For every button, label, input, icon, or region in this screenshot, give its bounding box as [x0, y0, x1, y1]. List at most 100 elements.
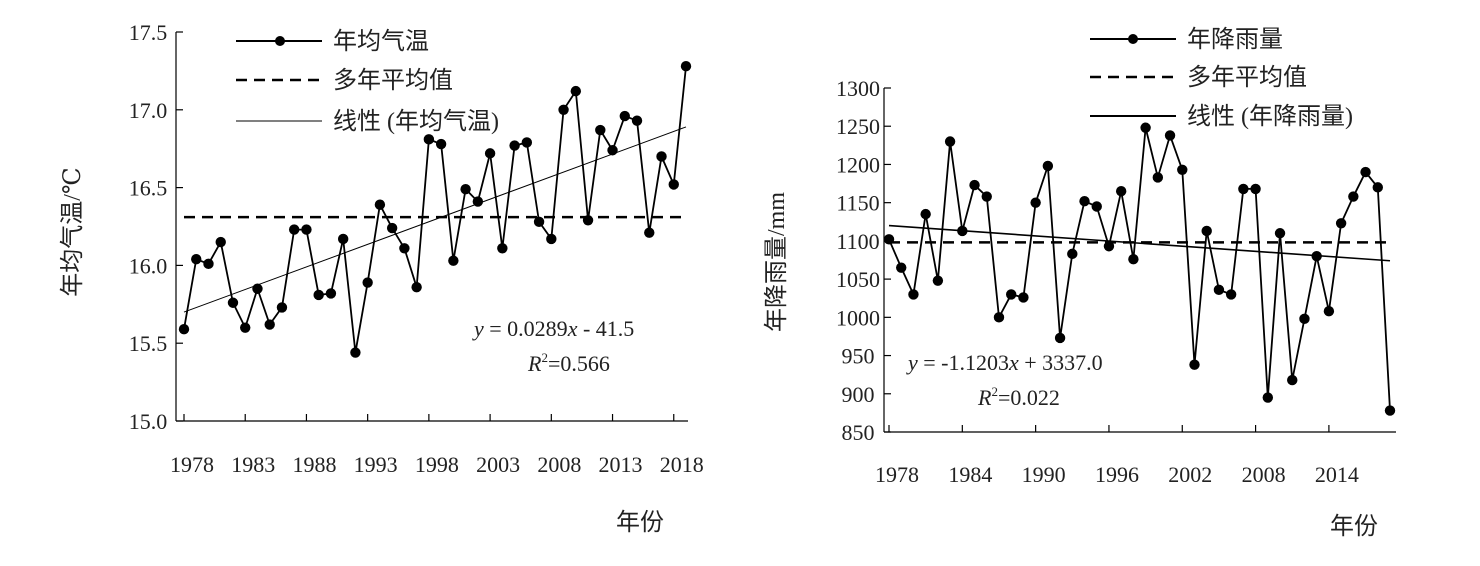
data-point [215, 236, 226, 248]
y-axis-label: 年降雨量/mm [763, 192, 790, 332]
y-tick-label: 1000 [836, 305, 880, 330]
y-tick-label: 17.5 [129, 20, 168, 45]
data-point [957, 225, 968, 237]
x-tick-label: 1990 [1022, 462, 1066, 487]
r-squared: R2=0.566 [527, 350, 610, 376]
r2-value: =0.566 [548, 351, 610, 376]
legend-label-mean: 多年平均值 [333, 67, 453, 94]
data-point [619, 110, 630, 122]
legend-label-series: 年降雨量 [1187, 26, 1283, 53]
data-point [1384, 405, 1396, 416]
eq-y-var: y [472, 316, 484, 341]
data-point [932, 275, 944, 286]
data-point [497, 243, 508, 254]
x-tick-label: 2014 [1315, 462, 1359, 487]
data-point [521, 137, 533, 148]
r2-r: R [527, 351, 542, 376]
data-point [460, 183, 471, 195]
data-point [1348, 191, 1359, 202]
x-tick-label: 1978 [875, 462, 919, 487]
data-point [337, 233, 349, 245]
legend-label-trend: 线性 (年均气温) [333, 108, 499, 135]
legend-marker [275, 36, 285, 46]
data-point [1067, 248, 1078, 260]
data-point [1262, 392, 1274, 403]
data-point [993, 312, 1005, 323]
data-point [1323, 306, 1335, 317]
y-tick-label: 900 [842, 382, 875, 407]
x-tick-label: 2008 [1242, 462, 1286, 487]
data-point [546, 233, 557, 245]
eq-tail: - 41.5 [577, 316, 634, 341]
x-tick-label: 1978 [170, 452, 214, 477]
eq-x-var: x [1008, 350, 1019, 375]
y-tick-label: 16.5 [129, 176, 168, 201]
data-point [252, 283, 263, 294]
data-point [1115, 186, 1127, 197]
data-point [203, 258, 214, 270]
data-point [1201, 225, 1212, 237]
eq-text: = 0.0289 [484, 316, 568, 341]
y-tick-label: 1050 [836, 267, 880, 292]
y-tick-label: 850 [842, 420, 875, 445]
data-point [1091, 201, 1102, 212]
data-point [1274, 228, 1286, 239]
data-point [448, 255, 459, 266]
data-point [595, 124, 606, 136]
y-tick-label: 1300 [836, 76, 880, 101]
legend-marker [1128, 34, 1138, 44]
data-point [276, 302, 288, 313]
data-point [301, 224, 312, 235]
trend-line [888, 224, 1391, 262]
eq-x-var: x [567, 316, 578, 341]
series-line [888, 127, 1391, 411]
data-point [1054, 332, 1066, 344]
data-point [509, 140, 520, 151]
x-tick-label: 2003 [476, 452, 520, 477]
data-point [227, 297, 239, 308]
data-point [1335, 218, 1347, 229]
data-point [1005, 289, 1017, 300]
data-point [325, 288, 337, 299]
data-point [582, 215, 594, 226]
data-point [533, 216, 545, 228]
data-point [484, 148, 496, 159]
data-point [1030, 197, 1041, 208]
regression-equation: y = 0.0289x - 41.5 [472, 316, 634, 341]
data-point [1152, 172, 1164, 183]
eq-tail: + 3337.0 [1019, 350, 1103, 375]
data-point [1299, 313, 1310, 325]
data-point [908, 289, 919, 300]
data-point [362, 277, 373, 288]
data-point [1225, 289, 1237, 300]
y-tick-label: 17.0 [129, 98, 168, 123]
x-tick-label: 2018 [660, 452, 704, 477]
y-tick-label: 16.0 [129, 253, 168, 278]
y-tick-label: 1150 [836, 191, 879, 216]
x-axis-label: 年份 [616, 509, 664, 536]
data-point [1042, 160, 1054, 172]
data-point [1103, 241, 1115, 252]
data-point [1360, 166, 1371, 178]
data-point [1189, 359, 1200, 370]
data-point [264, 319, 275, 330]
rainfall-chart: 850 900 950 1000 1050 1100 1150 1200 1250 1300 19… [763, 26, 1396, 540]
data-point [1018, 292, 1029, 303]
r2-sup: 2 [991, 384, 998, 399]
data-point [920, 208, 931, 220]
data-point [386, 222, 398, 234]
data-point [668, 179, 679, 190]
data-point [896, 262, 907, 273]
x-tick-label: 1996 [1095, 462, 1139, 487]
eq-text: = -1.1203 [918, 350, 1009, 375]
y-tick-label: 15.0 [129, 409, 168, 434]
data-point [350, 347, 361, 358]
x-axis-label: 年份 [1330, 513, 1378, 540]
data-point [374, 199, 386, 210]
data-point [1311, 250, 1322, 262]
data-point [883, 234, 895, 245]
data-point [644, 227, 655, 238]
data-point [313, 289, 324, 301]
data-point [472, 196, 484, 207]
